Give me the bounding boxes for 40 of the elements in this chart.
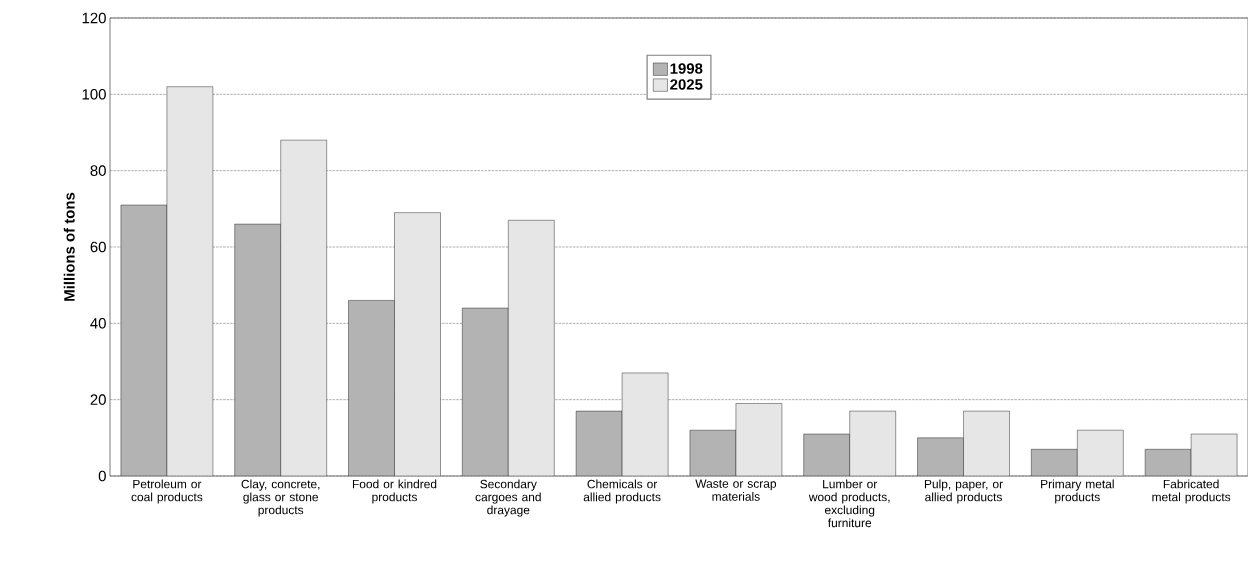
y-tick-label: 40 — [90, 318, 106, 329]
x-tick-label: Fabricated metal products — [1152, 479, 1231, 504]
x-tick-label: Lumber or wood products, excluding furniture — [808, 479, 890, 528]
bar — [1144, 449, 1192, 476]
y-tick-label: 80 — [90, 165, 106, 176]
bar — [803, 434, 850, 476]
bar — [1031, 449, 1078, 476]
x-tick-label: Petroleum or coal products — [131, 479, 203, 504]
bar — [280, 140, 327, 476]
bar — [689, 430, 736, 476]
x-tick-label: Secondary cargoes and drayage — [475, 479, 541, 517]
legend-label: 2025 — [670, 79, 703, 90]
x-tick-label: Chemicals or allied products — [583, 479, 661, 504]
bar — [917, 437, 964, 476]
bar — [166, 86, 213, 476]
x-tick-label: Primary metal products — [1041, 479, 1114, 504]
bar — [963, 411, 1010, 476]
bar — [462, 308, 509, 476]
x-tick-label: Pulp, paper, or allied products — [924, 479, 1003, 504]
legend-label: 1998 — [670, 63, 703, 74]
bar — [735, 403, 782, 476]
x-tick-label: Clay, concrete, glass or stone products — [241, 479, 320, 517]
bar — [1077, 430, 1124, 476]
bar — [120, 205, 167, 476]
y-tick-label: 0 — [98, 470, 106, 482]
y-tick-label: 20 — [90, 394, 106, 405]
bar — [348, 300, 395, 476]
bar — [849, 411, 896, 476]
bar — [234, 224, 281, 476]
y-tick-label: 60 — [90, 241, 106, 253]
bar — [622, 372, 669, 476]
x-tick-label: Waste or scrap materials — [695, 479, 777, 501]
bar — [508, 220, 555, 476]
y-tick-label: 120 — [82, 12, 106, 24]
x-tick-label: Food or kindred products — [352, 479, 437, 504]
bar — [394, 212, 441, 476]
bar — [576, 411, 623, 476]
bar — [1190, 433, 1238, 476]
y-axis-title: Millions of tons — [63, 192, 75, 301]
y-tick-label: 100 — [82, 89, 106, 100]
